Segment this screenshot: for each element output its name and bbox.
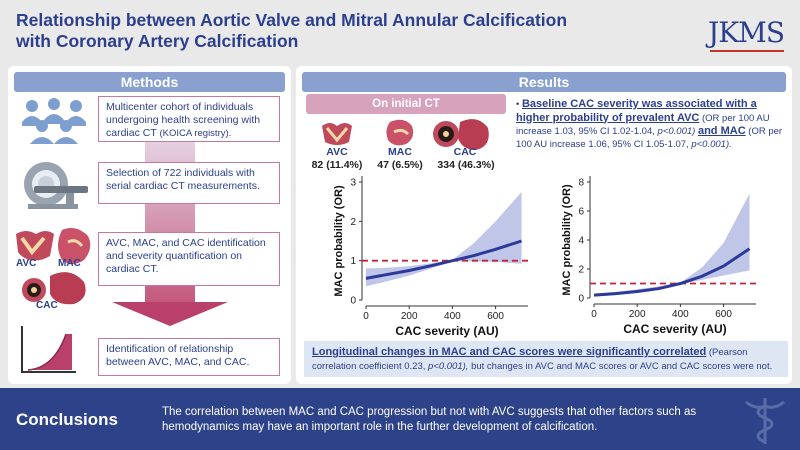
heart-valve-icons bbox=[16, 228, 91, 305]
header: Relationship between Aortic Valve and Mi… bbox=[0, 0, 800, 62]
flow-arrow-head bbox=[112, 302, 228, 326]
x-axis-label: CAC severity (AU) bbox=[623, 322, 726, 336]
cac-icon-label: CAC bbox=[36, 300, 58, 311]
results-heading: Results bbox=[302, 72, 786, 92]
avc-count: 82 (11.4%) bbox=[311, 159, 363, 171]
x-tick-label: 600 bbox=[715, 309, 732, 320]
cac-count: 334 (46.3%) bbox=[437, 159, 495, 171]
method-step-1-text: Multicenter cohort of individuals underg… bbox=[106, 101, 261, 139]
baseline-finding-bold-1: Baseline CAC severity was associated wit… bbox=[516, 98, 757, 124]
longitudinal-p: p<0.001), bbox=[428, 361, 469, 372]
method-step-2: Selection of 722 individuals with serial… bbox=[98, 162, 280, 204]
y-tick-label: 1 bbox=[350, 256, 356, 267]
y-tick-label: 8 bbox=[578, 178, 584, 189]
x-tick-label: 0 bbox=[591, 309, 597, 320]
longitudinal-text-1: (Pearson correlation coefficient 0.23, bbox=[312, 347, 748, 372]
results-panel: Results bbox=[296, 66, 792, 384]
y-tick-label: 2 bbox=[578, 265, 584, 276]
conclusions-bar: Conclusions The correlation between MAC … bbox=[0, 388, 800, 450]
ct-scanner-icon bbox=[24, 162, 88, 209]
method-step-3: AVC, MAC, and CAC identification and sev… bbox=[98, 232, 280, 286]
confidence-band bbox=[366, 191, 522, 287]
avc-icon-label: AVC bbox=[16, 258, 37, 269]
x-tick-label: 600 bbox=[487, 311, 504, 322]
initial-ct-label: On initial CT bbox=[306, 94, 506, 114]
logo-underline bbox=[710, 50, 784, 52]
curve-chart-icon bbox=[21, 326, 76, 373]
method-step-1-registry: (KOICA registry). bbox=[159, 128, 232, 139]
people-icon bbox=[22, 98, 86, 144]
cac-heart-icon bbox=[433, 119, 489, 150]
conclusions-heading: Conclusions bbox=[16, 410, 119, 429]
method-step-4: Identification of relationship between A… bbox=[98, 338, 280, 376]
confidence-band bbox=[594, 193, 750, 297]
baseline-finding-text-2: (OR per 100 AU increase 1.06, 95% CI 1.0… bbox=[516, 126, 783, 150]
mac-count: 47 (6.5%) bbox=[377, 159, 423, 171]
y-axis-label: MAC probability (OR) bbox=[333, 185, 345, 297]
longitudinal-finding: Longitudinal changes in MAC and CAC scor… bbox=[304, 341, 788, 377]
x-tick-label: 200 bbox=[629, 309, 646, 320]
avc-probability-chart: 0 1 2 3 0 200 400 600 CAC severity (AU) MAC proba… bbox=[333, 176, 532, 338]
mac-icon-label: MAC bbox=[58, 258, 81, 269]
x-tick-label: 400 bbox=[672, 309, 689, 320]
baseline-finding: • Baseline CAC severity was associated w… bbox=[516, 98, 788, 151]
y-tick-label: 0 bbox=[578, 294, 584, 305]
cac-label: CAC bbox=[453, 146, 477, 158]
caduceus-icon bbox=[745, 398, 785, 444]
mac-valve-icon bbox=[386, 119, 414, 146]
longitudinal-bold: Longitudinal changes in MAC and CAC scor… bbox=[312, 346, 707, 358]
avc-label: AVC bbox=[326, 146, 348, 158]
methods-heading: Methods bbox=[14, 72, 285, 92]
title-line-2: with Coronary Artery Calcification bbox=[16, 31, 299, 51]
x-tick-label: 0 bbox=[363, 311, 369, 322]
x-tick-label: 200 bbox=[401, 311, 418, 322]
x-axis-label: CAC severity (AU) bbox=[395, 324, 498, 338]
baseline-finding-bold-2: and MAC bbox=[697, 125, 746, 137]
mac-probability-chart: 0 2 4 6 8 0 200 400 600 CAC severity (AU) MAC prob… bbox=[561, 176, 760, 336]
journal-logo: JKMS bbox=[708, 16, 786, 52]
conclusions-text: The correlation between MAC and CAC prog… bbox=[162, 406, 697, 433]
x-tick-label: 400 bbox=[444, 311, 461, 322]
method-step-1: Multicenter cohort of individuals underg… bbox=[98, 96, 280, 142]
avc-valve-icon bbox=[322, 123, 352, 145]
y-tick-label: 3 bbox=[350, 178, 356, 189]
y-tick-label: 2 bbox=[350, 217, 356, 228]
y-tick-label: 0 bbox=[350, 296, 356, 307]
y-tick-label: 6 bbox=[578, 207, 584, 218]
y-tick-label: 4 bbox=[578, 236, 584, 247]
title-line-1: Relationship between Aortic Valve and Mi… bbox=[16, 10, 568, 30]
baseline-finding-p-2: p<0.001). bbox=[691, 138, 732, 150]
estimate-line bbox=[365, 239, 522, 280]
estimate-line bbox=[593, 247, 751, 297]
longitudinal-text-2: but changes in AVC and MAC scores or AVC… bbox=[471, 361, 773, 372]
page-title: Relationship between Aortic Valve and Mi… bbox=[16, 10, 656, 52]
logo-text: JKMS bbox=[708, 16, 785, 49]
baseline-finding-text-1: (OR per 100 AU increase 1.03, 95% CI 1.0… bbox=[516, 112, 770, 138]
bullet-marker: • bbox=[516, 99, 522, 110]
y-axis-label: MAC probability (OR) bbox=[561, 184, 573, 296]
baseline-finding-p-1: p<0.001) bbox=[657, 126, 696, 137]
mac-label: MAC bbox=[388, 146, 412, 158]
